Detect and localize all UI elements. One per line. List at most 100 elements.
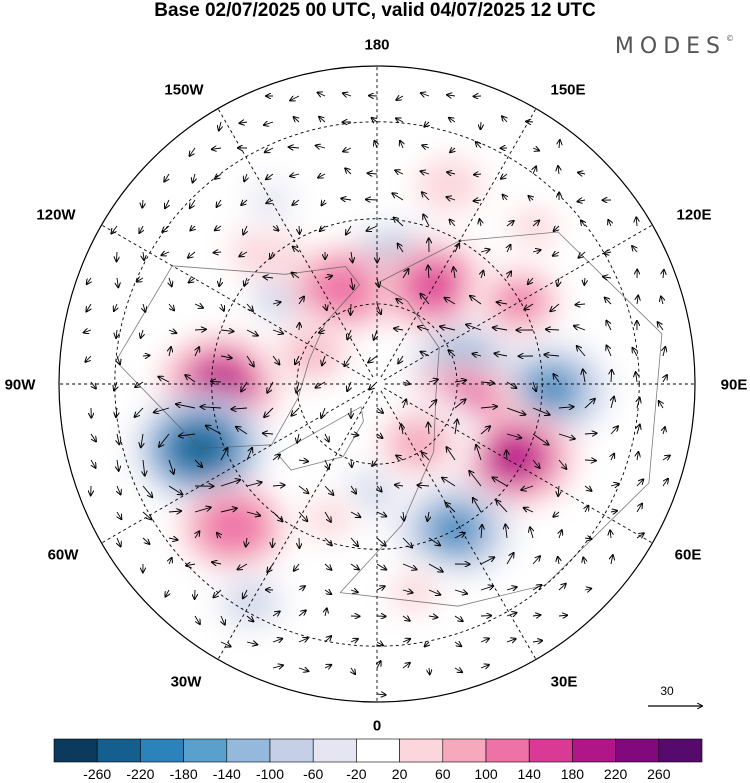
wind-vector (637, 398, 640, 409)
wind-vector (578, 200, 586, 202)
wind-vector (243, 225, 247, 234)
wind-vector (403, 399, 406, 409)
colorbar-swatch (356, 738, 400, 763)
wind-vector (480, 639, 489, 643)
wind-vector (194, 329, 206, 330)
wind-vector (493, 328, 508, 331)
wind-vector (506, 221, 514, 227)
wind-vector (558, 277, 560, 286)
wind-vector (454, 615, 463, 621)
wind-vector (661, 297, 663, 305)
wind-vector (220, 641, 231, 647)
wind-vector (428, 616, 437, 617)
wind-vector (605, 298, 612, 305)
wind-vector (395, 170, 404, 174)
wind-vector (454, 668, 462, 672)
wind-vector (212, 562, 222, 564)
wind-vector (272, 330, 283, 334)
wind-vector (533, 166, 536, 175)
wind-vector (532, 641, 542, 642)
anomaly-blob (432, 170, 467, 200)
wind-vector (190, 147, 196, 156)
wind-vector (272, 665, 283, 668)
wind-vector (521, 486, 534, 490)
lon-label-90e: 90E (720, 376, 748, 394)
wind-vector (91, 381, 96, 389)
wind-vector (267, 381, 274, 393)
wind-vector (636, 479, 643, 487)
wind-vector (607, 346, 612, 357)
wind-vector (299, 225, 300, 234)
colorbar-swatch (399, 738, 444, 763)
wind-vector (350, 537, 358, 546)
wind-vector (377, 303, 381, 314)
colorbar-swatch (183, 738, 228, 763)
wind-vector (114, 381, 117, 390)
wind-vector (496, 500, 508, 513)
wind-vector (206, 426, 222, 435)
wind-vector (501, 174, 508, 179)
wind-vector (219, 121, 221, 130)
wind-vector (141, 329, 143, 338)
wind-vector (351, 277, 353, 289)
wind-vector (117, 485, 121, 494)
wind-vector (316, 146, 326, 149)
wind-vector (428, 379, 438, 382)
wind-vector (524, 303, 534, 310)
wind-vector (195, 531, 199, 539)
wind-vectors (84, 93, 670, 695)
wind-vector (189, 278, 196, 283)
wind-vector (611, 555, 613, 565)
wind-vector (215, 174, 222, 179)
anomaly-blob (233, 587, 269, 617)
wind-vector (454, 590, 467, 594)
wind-vector (292, 200, 300, 205)
wind-vector (220, 480, 240, 487)
wind-vector (453, 267, 455, 279)
wind-vector (117, 251, 118, 261)
wind-vector (135, 381, 144, 387)
wind-vector (117, 537, 121, 546)
wind-vector (532, 148, 539, 151)
wind-vector (422, 145, 430, 148)
wind-vector (299, 323, 300, 331)
wind-vector (396, 118, 404, 122)
wind-vector (374, 329, 377, 340)
wind-vector (290, 174, 300, 176)
wind-vector (142, 537, 149, 544)
wind-vector (221, 303, 224, 311)
wind-vector (350, 434, 358, 435)
wind-vector (506, 451, 507, 461)
wind-vector (246, 482, 262, 487)
wind-vector (455, 244, 459, 253)
anomaly-blob (411, 266, 456, 306)
wind-vector (529, 196, 534, 200)
wind-vector (298, 668, 308, 671)
wind-vector (243, 589, 247, 598)
wind-vector (236, 427, 248, 435)
anomaly-blob (517, 213, 550, 242)
wind-vector (351, 459, 352, 467)
wind-vector (350, 485, 356, 494)
wind-vector (420, 294, 430, 305)
wind-vector (604, 252, 612, 254)
wind-vector (319, 330, 326, 333)
wind-vector (481, 271, 483, 279)
wind-vector (241, 200, 248, 205)
wind-vector (427, 511, 429, 521)
wind-vector (663, 347, 665, 357)
wind-vector (290, 96, 300, 101)
wind-vector (574, 326, 586, 331)
wind-vector (550, 303, 560, 311)
wind-vector (324, 276, 332, 278)
wind-vector (350, 590, 358, 592)
wind-vector (111, 225, 118, 234)
wind-vector (402, 590, 413, 593)
lon-label-120w: 120W (36, 206, 76, 224)
wind-vector (403, 511, 404, 521)
wind-vector (217, 199, 222, 207)
wind-vector (455, 420, 457, 435)
wind-vector (480, 665, 489, 668)
colorbar-swatch (658, 738, 703, 763)
wind-vector (143, 459, 145, 476)
